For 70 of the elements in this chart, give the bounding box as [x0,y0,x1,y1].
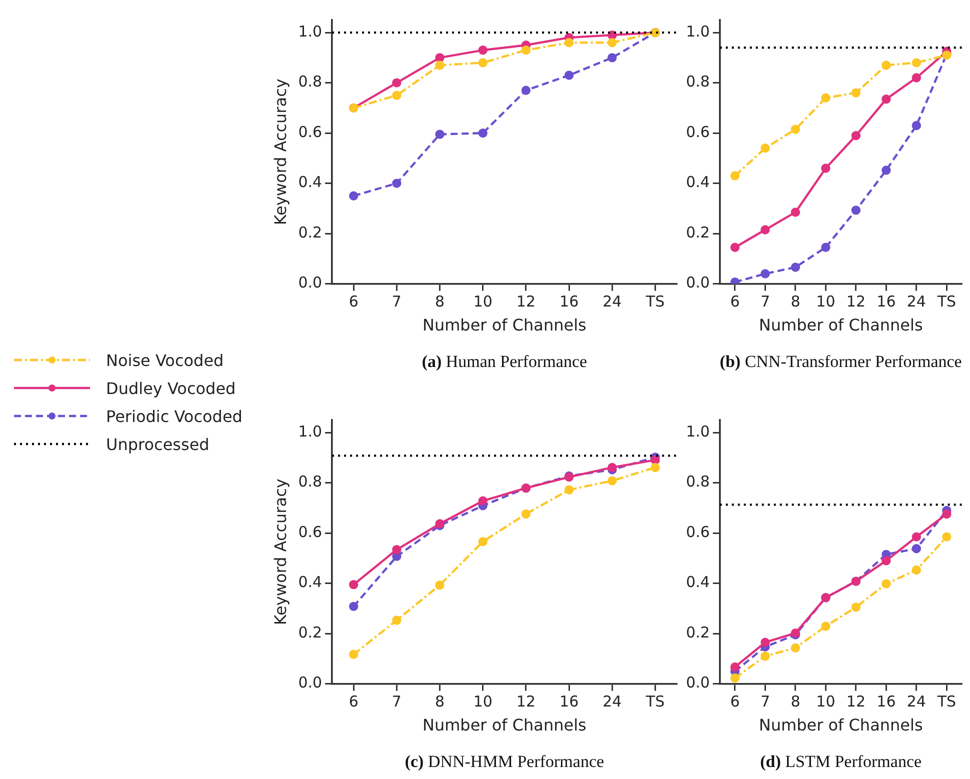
x-tick-label: 12 [516,692,536,711]
x-tick-label: 24 [906,292,926,311]
x-tick-label: 24 [602,692,622,711]
y-tick-label: 1.0 [298,22,322,40]
text: (a) Human Performance [422,352,588,372]
y-tick-label: 1.0 [686,22,710,40]
x-tick-label: 24 [906,692,926,711]
legend-label: Unprocessed [106,434,210,454]
y-tick-label: 0.8 [686,472,710,491]
x-tick-label: TS [936,292,956,311]
x-tick-label: 8 [435,692,445,711]
y-tick-label: 0.2 [686,623,710,642]
legend-label: Noise Vocoded [106,350,224,370]
x-tick-label: 10 [473,692,492,711]
x-tick-label: 7 [760,692,770,711]
x-tick-label: 10 [816,292,836,311]
x-tick-label: 16 [560,692,579,711]
x-tick-label: 7 [392,692,402,711]
y-tick-label: 0.6 [686,122,710,141]
y-tick-label: 0.8 [298,72,322,91]
text: (b) CNN-Transformer Performance [720,352,962,372]
y-tick-label: 0.8 [298,472,322,491]
legend-label: Periodic Vocoded [106,406,242,426]
x-tick-label: 7 [392,292,402,311]
x-tick-label: 8 [790,692,800,711]
y-tick-label: 0.6 [298,522,322,541]
text: (d) LSTM Performance [760,752,922,772]
x-tick-label: 24 [602,292,622,311]
x-tick-label: 7 [760,292,770,311]
x-tick-label: 6 [730,292,740,311]
y-axis-title: Keyword Accuracy [270,78,290,226]
y-tick-label: 0.6 [298,122,322,141]
x-tick-label: 16 [876,692,896,711]
y-tick-label: 0.6 [686,522,710,541]
y-tick-label: 0.2 [686,223,710,242]
x-tick-label: 6 [730,692,740,711]
text: (c) DNN-HMM Performance [404,752,604,772]
y-tick-label: 0.4 [686,173,710,192]
y-tick-label: 0.0 [298,674,322,692]
x-tick-label: 16 [560,292,579,311]
x-tick-label: 16 [876,292,896,311]
x-tick-label: 8 [435,292,445,311]
y-tick-label: 0.4 [298,573,322,592]
y-tick-label: 0.0 [686,674,710,692]
x-axis-title: Number of Channels [758,316,923,335]
y-tick-label: 0.2 [298,623,322,642]
y-tick-label: 1.0 [686,422,710,440]
y-tick-label: 0.4 [686,573,710,592]
y-tick-label: 0.0 [686,274,710,292]
x-tick-label: TS [644,292,665,311]
y-tick-label: 1.0 [298,422,322,440]
x-tick-label: 12 [516,292,536,311]
x-axis-title: Number of Channels [422,716,586,735]
y-tick-label: 0.2 [298,223,322,242]
x-axis-title: Number of Channels [758,716,923,735]
x-tick-label: 12 [846,292,866,311]
x-tick-label: 6 [348,692,358,711]
x-axis-title: Number of Channels [422,316,586,335]
x-tick-label: 8 [790,292,800,311]
x-tick-label: 10 [816,692,836,711]
y-tick-label: 0.8 [686,72,710,91]
x-tick-label: 10 [473,292,492,311]
x-tick-label: 6 [348,292,358,311]
y-axis-title: Keyword Accuracy [270,478,290,626]
x-tick-label: 12 [846,692,866,711]
y-tick-label: 0.4 [298,173,322,192]
y-tick-label: 0.0 [298,274,322,292]
x-tick-label: TS [644,692,665,711]
legend-label: Dudley Vocoded [106,378,236,398]
x-tick-label: TS [936,692,956,711]
